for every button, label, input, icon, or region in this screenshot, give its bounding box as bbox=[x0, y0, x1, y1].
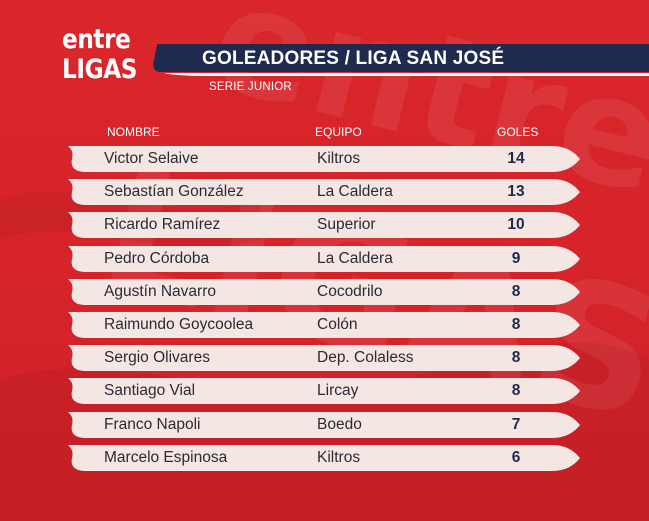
team-name: Superior bbox=[317, 216, 376, 233]
goals-count: 8 bbox=[511, 283, 521, 300]
team-name: Colón bbox=[317, 316, 358, 333]
row-background bbox=[68, 212, 580, 238]
goals-count: 8 bbox=[511, 382, 521, 399]
logo-line1: entre bbox=[62, 24, 131, 55]
table-row: Pedro Córdoba La Caldera 9 bbox=[68, 246, 580, 272]
row-background bbox=[68, 345, 580, 371]
player-name: Raimundo Goycoolea bbox=[104, 316, 254, 333]
row-background bbox=[68, 445, 580, 471]
player-name: Agustín Navarro bbox=[104, 283, 216, 300]
team-name: Lircay bbox=[317, 382, 359, 399]
row-background bbox=[68, 312, 580, 338]
table-row: Ricardo Ramírez Superior 10 bbox=[68, 212, 580, 238]
table-row: Raimundo Goycoolea Colón 8 bbox=[68, 312, 580, 338]
player-name: Santiago Vial bbox=[104, 382, 196, 399]
row-background bbox=[68, 179, 580, 205]
table-row: Santiago Vial Lircay 8 bbox=[68, 378, 580, 404]
goals-count: 10 bbox=[507, 216, 525, 233]
table-row: Victor Selaive Kiltros 14 bbox=[68, 146, 580, 172]
row-background bbox=[68, 146, 580, 172]
team-name: Cocodrilo bbox=[317, 283, 383, 300]
team-name: Kiltros bbox=[317, 449, 361, 466]
team-name: La Caldera bbox=[317, 183, 393, 200]
column-header-name: NOMBRE bbox=[107, 125, 160, 139]
row-background bbox=[68, 279, 580, 305]
table-row: Sebastían González La Caldera 13 bbox=[68, 179, 580, 205]
player-name: Marcelo Espinosa bbox=[104, 449, 228, 466]
logo-line2: LIGAS bbox=[62, 54, 138, 85]
goals-count: 13 bbox=[507, 183, 525, 200]
player-name: Sergio Olivares bbox=[104, 349, 210, 366]
table-row: Sergio Olivares Dep. Colaless 8 bbox=[68, 345, 580, 371]
page-subtitle: SERIE JUNIOR bbox=[209, 81, 292, 93]
goals-count: 7 bbox=[511, 416, 521, 433]
team-name: La Caldera bbox=[317, 250, 393, 267]
player-name: Ricardo Ramírez bbox=[104, 216, 221, 233]
goals-count: 6 bbox=[511, 449, 521, 466]
player-name: Pedro Córdoba bbox=[104, 250, 210, 267]
team-name: Kiltros bbox=[317, 150, 361, 167]
row-background bbox=[68, 378, 580, 404]
team-name: Dep. Colaless bbox=[317, 349, 414, 366]
row-background bbox=[68, 412, 580, 438]
row-background bbox=[68, 246, 580, 272]
goals-count: 8 bbox=[511, 316, 521, 333]
player-name: Franco Napoli bbox=[104, 416, 201, 433]
team-name: Boedo bbox=[317, 416, 362, 433]
title-banner-shape bbox=[153, 44, 649, 76]
table-row: Agustín Navarro Cocodrilo 8 bbox=[68, 279, 580, 305]
goals-count: 8 bbox=[511, 349, 521, 366]
page-title: GOLEADORES / LIGA SAN JOSÉ bbox=[202, 48, 505, 69]
entreligas-logo: entre LIGAS bbox=[62, 24, 138, 86]
table-row: Franco Napoli Boedo 7 bbox=[68, 412, 580, 438]
column-header-team: EQUIPO bbox=[315, 125, 362, 139]
column-header-goals: GOLES bbox=[497, 125, 539, 139]
player-name: Victor Selaive bbox=[104, 150, 199, 167]
table-row: Marcelo Espinosa Kiltros 6 bbox=[68, 445, 580, 471]
goals-count: 14 bbox=[507, 150, 525, 167]
player-name: Sebastían González bbox=[104, 183, 244, 200]
goals-count: 9 bbox=[511, 250, 521, 267]
title-banner: GOLEADORES / LIGA SAN JOSÉ bbox=[150, 42, 649, 78]
